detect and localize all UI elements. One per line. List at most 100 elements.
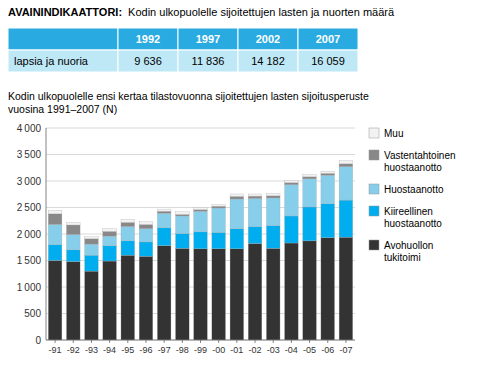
- bar-segment: [266, 193, 280, 195]
- bar-segment: [266, 248, 280, 340]
- indicator-title: AVAININDIKAATTORI:: [8, 6, 122, 18]
- grid: [46, 128, 355, 340]
- bar-segment: [248, 194, 262, 196]
- bar-segment: [194, 208, 208, 210]
- legend-label-line: Muu: [384, 128, 403, 139]
- x-tick: [291, 340, 292, 343]
- bar-segment: [285, 216, 299, 243]
- y-tick-label: 2 000: [17, 229, 42, 240]
- bar-segment: [103, 229, 117, 232]
- legend-label-line: Kiireellinen: [384, 206, 433, 217]
- bar-segment: [85, 271, 99, 340]
- x-tick-label: -95: [121, 345, 134, 355]
- bar-segment: [85, 244, 99, 255]
- bar-segment: [285, 243, 299, 340]
- x-tick-label: -04: [285, 345, 298, 355]
- table-header-cell: [118, 28, 178, 50]
- bar-segment: [321, 238, 335, 340]
- legend-label-line: tukitoimi: [384, 252, 421, 263]
- legend-label-line: Huostaanotto: [384, 184, 444, 195]
- legend-label: Vastentahtoinenhuostaanotto: [384, 150, 456, 173]
- bar-segment: [194, 210, 208, 212]
- bars: [48, 161, 352, 340]
- bar-segment: [339, 161, 353, 164]
- bar-segment: [230, 199, 244, 229]
- grid-line: [46, 154, 355, 155]
- bar-segment: [103, 246, 117, 261]
- table-value-text: 16 059: [311, 55, 345, 67]
- bar-segment: [212, 206, 226, 208]
- y-tick-label: 0: [35, 335, 41, 346]
- y-tick-label: 4 000: [17, 123, 42, 134]
- bar-segment: [212, 208, 226, 232]
- x-tick-label: -06: [321, 345, 334, 355]
- bar-segment: [48, 224, 62, 244]
- table-value-cell: [178, 50, 238, 72]
- x-tick-label: -91: [49, 345, 62, 355]
- bar-segment: [248, 244, 262, 340]
- bar-segment: [157, 209, 171, 211]
- bar-segment: [285, 185, 299, 216]
- table-value-cell: [238, 50, 298, 72]
- x-tick: [91, 340, 92, 343]
- table-value-cell: [118, 50, 178, 72]
- legend-swatch: [369, 150, 379, 160]
- x-tick: [109, 340, 110, 343]
- x-tick: [309, 340, 310, 343]
- x-tick: [200, 340, 201, 343]
- bar-segment: [48, 245, 62, 261]
- bar-segment: [157, 211, 171, 213]
- bar-segment: [66, 235, 80, 250]
- x-tick: [145, 340, 146, 343]
- x-tick: [345, 340, 346, 343]
- table-header-text: 2002: [256, 33, 280, 45]
- legend-swatch: [369, 206, 379, 216]
- x-tick: [127, 340, 128, 343]
- bar-segment: [194, 232, 208, 249]
- bar-segment: [321, 173, 335, 175]
- bar-segment: [303, 241, 317, 340]
- bar-segment: [212, 205, 226, 207]
- x-tick-label: -93: [85, 345, 98, 355]
- bar-segment: [139, 224, 153, 228]
- table-row-label: lapsia ja nuoria: [14, 55, 89, 67]
- bar-segment: [266, 226, 280, 249]
- legend-label: Huostaanotto: [384, 184, 444, 195]
- bar-segment: [157, 246, 171, 340]
- x-tick: [73, 340, 74, 343]
- y-tick-label: 1 000: [17, 282, 42, 293]
- x-tick-label: -03: [267, 345, 280, 355]
- bar-segment: [176, 216, 190, 233]
- bar-segment: [303, 207, 317, 241]
- bar-segment: [194, 211, 208, 232]
- chart-root: AVAININDIKAATTORI:Kodin ulkopuolelle sij…: [0, 0, 492, 366]
- bar-segment: [85, 237, 99, 239]
- table-value-cell: [298, 50, 358, 72]
- legend-label: Avohuollontukitoimi: [384, 240, 433, 263]
- bar-segment: [212, 232, 226, 248]
- table-value-text: 11 836: [192, 55, 225, 67]
- bar-segment: [176, 212, 190, 215]
- bar-segment: [266, 198, 280, 226]
- x-tick: [218, 340, 219, 343]
- table-value-text: 9 636: [134, 55, 162, 67]
- bar-segment: [339, 164, 353, 167]
- bar-segment: [66, 222, 80, 225]
- bar-segment: [230, 229, 244, 249]
- legend-label-line: huostaanotto: [384, 162, 442, 173]
- legend-label-line: Avohuollon: [384, 240, 433, 251]
- table-header-text: 2007: [316, 33, 340, 45]
- x-tick-label: -98: [176, 345, 189, 355]
- bar-segment: [176, 233, 190, 248]
- bar-segment: [48, 261, 62, 341]
- legend-swatch: [369, 240, 379, 250]
- table-row-cell: [8, 50, 118, 72]
- legend-swatch: [369, 128, 379, 138]
- y-tick-label: 3 500: [17, 149, 42, 160]
- x-tick: [273, 340, 274, 343]
- bar-segment: [121, 219, 135, 222]
- bar-segment: [321, 171, 335, 173]
- bar-segment: [266, 196, 280, 198]
- bar-segment: [339, 200, 353, 237]
- legend-label-line: Vastentahtoinen: [384, 150, 456, 161]
